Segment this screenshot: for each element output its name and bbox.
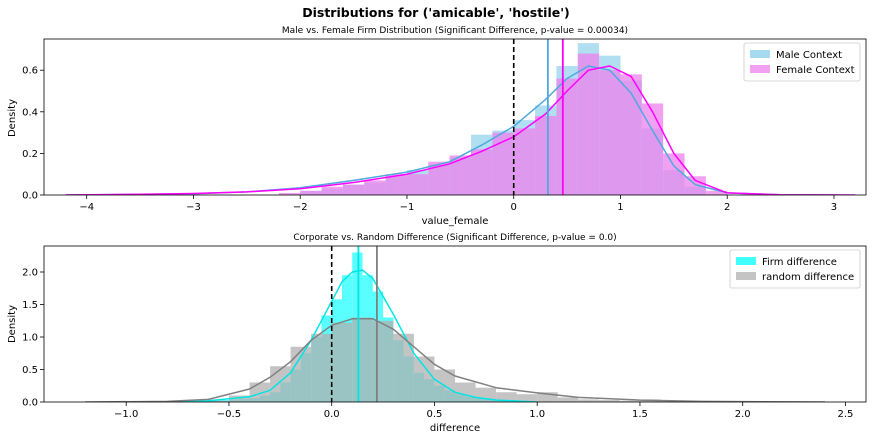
y-tick-label: 1.5 bbox=[22, 300, 38, 311]
histogram-bar-random-difference bbox=[270, 366, 291, 402]
legend-label: random difference bbox=[762, 272, 854, 283]
histogram-bar-random-difference bbox=[496, 392, 517, 402]
histogram-bar-female-context bbox=[406, 174, 429, 195]
histogram-bar-female-context bbox=[321, 186, 343, 195]
histogram-bar-random-difference bbox=[578, 399, 599, 402]
histogram-bar-random-difference bbox=[393, 333, 414, 402]
x-tick-label: 2.5 bbox=[837, 409, 853, 420]
x-tick-label: 2 bbox=[724, 202, 730, 213]
histogram-bar-random-difference bbox=[516, 394, 538, 402]
kde-curve-firm-difference bbox=[167, 269, 538, 402]
chart-panel-bottom: Corporate vs. Random Difference (Signifi… bbox=[7, 233, 867, 434]
histogram-bar-female-context bbox=[492, 132, 514, 195]
x-tick-label: −1 bbox=[400, 202, 415, 213]
y-tick-label: 0.2 bbox=[22, 149, 38, 160]
histogram-bar-random-difference bbox=[598, 400, 620, 402]
y-axis-label-top: Density bbox=[7, 99, 18, 137]
y-axis-label-bottom: Density bbox=[7, 305, 18, 343]
x-tick-label: −0.5 bbox=[217, 409, 241, 420]
histogram-bar-female-context bbox=[364, 180, 386, 195]
histogram-bar-random-difference bbox=[228, 395, 250, 402]
histogram-bar-female-context bbox=[535, 115, 557, 195]
histogram-bar-female-context bbox=[300, 190, 322, 195]
x-tick-label: −1.0 bbox=[114, 409, 138, 420]
x-tick-label: 1.0 bbox=[529, 409, 545, 420]
y-tick-label: 0.6 bbox=[22, 66, 38, 77]
histogram-bar-female-context bbox=[342, 184, 365, 195]
y-tick-label: 0.0 bbox=[22, 191, 38, 202]
kde-curve-female-context bbox=[65, 65, 856, 195]
histogram-bar-female-context bbox=[684, 176, 706, 195]
figure-suptitle: Distributions for ('amicable', 'hostile'… bbox=[302, 5, 570, 20]
histogram-bar-female-context bbox=[599, 70, 621, 195]
histogram-bar-random-difference bbox=[352, 317, 373, 402]
histogram-bar-random-difference bbox=[557, 397, 579, 402]
y-tick-label: 0.4 bbox=[22, 107, 38, 118]
x-tick-label: 0 bbox=[511, 202, 517, 213]
x-tick-label: −3 bbox=[186, 202, 201, 213]
legend-label: Firm difference bbox=[762, 257, 837, 268]
x-tick-label: 3 bbox=[831, 202, 837, 213]
x-tick-label: 1 bbox=[617, 202, 623, 213]
legend-label: Male Context bbox=[776, 50, 842, 61]
histogram-bar-random-difference bbox=[413, 356, 435, 402]
y-tick-label: 1.0 bbox=[22, 333, 38, 344]
plot-area-top: −4 −3 −2 −1 0 1 2 3 0.0 0.2 0.4 0.6 Male Context Fema… bbox=[22, 38, 867, 213]
legend-label: Female Context bbox=[776, 65, 855, 76]
histogram-bar-female-context bbox=[471, 149, 493, 195]
x-tick-label: 1.5 bbox=[632, 409, 648, 420]
histogram-bar-female-context bbox=[449, 155, 472, 195]
histogram-bar-female-context bbox=[641, 103, 664, 195]
histogram-bar-random-difference bbox=[619, 400, 640, 402]
legend-swatch bbox=[736, 272, 756, 280]
plot-area-bottom: −1.0 −0.5 0.0 0.5 1.0 1.5 2.0 2.5 0.0 0.5 1.0 1.5 2.… bbox=[22, 245, 867, 420]
histogram-bar-random-difference bbox=[537, 392, 558, 402]
histogram-bar-female-context bbox=[428, 161, 450, 195]
x-tick-label: 0.0 bbox=[324, 409, 340, 420]
legend-swatch bbox=[736, 257, 756, 265]
histogram-bar-female-context bbox=[385, 174, 407, 195]
histogram-bar-female-context bbox=[663, 153, 685, 195]
x-tick-label: −4 bbox=[79, 202, 94, 213]
chart-panel-top: Male vs. Female Firm Distribution (Signi… bbox=[7, 26, 867, 227]
x-tick-label: 2.0 bbox=[735, 409, 751, 420]
x-tick-label: 0.5 bbox=[426, 409, 442, 420]
y-tick-label: 2.0 bbox=[22, 268, 38, 279]
histogram-bar-random-difference bbox=[249, 382, 271, 402]
histogram-bar-female-context bbox=[513, 128, 536, 195]
x-tick-label: −2 bbox=[293, 202, 308, 213]
kde-curve-random-difference bbox=[85, 318, 825, 402]
histogram-bar-female-context bbox=[620, 74, 642, 195]
chart-title-bottom: Corporate vs. Random Difference (Signifi… bbox=[293, 233, 616, 243]
axes-frame bbox=[43, 245, 867, 403]
legend: Male Context Female Context bbox=[743, 42, 861, 82]
histogram-bar-random-difference bbox=[331, 322, 353, 402]
histogram-bar-female-context bbox=[556, 78, 578, 195]
x-axis-label-bottom: difference bbox=[430, 423, 480, 434]
legend-swatch bbox=[750, 50, 770, 58]
axes-frame bbox=[43, 38, 867, 196]
x-axis-label-top: value_female bbox=[422, 216, 489, 227]
histogram-bar-random-difference bbox=[208, 400, 229, 402]
histogram-bar-random-difference bbox=[290, 346, 312, 402]
legend-swatch bbox=[750, 65, 770, 73]
histogram-bar-random-difference bbox=[455, 382, 476, 402]
histogram-bar-female-context bbox=[577, 53, 600, 195]
histogram-bar-female-context bbox=[278, 192, 301, 195]
histogram-bar-random-difference bbox=[311, 333, 332, 402]
y-tick-label: 0.5 bbox=[22, 365, 38, 376]
legend: Firm difference random difference bbox=[729, 249, 861, 289]
chart-title-top: Male vs. Female Firm Distribution (Signi… bbox=[282, 26, 628, 36]
histogram-bar-random-difference bbox=[372, 320, 394, 402]
y-tick-label: 0.0 bbox=[22, 398, 38, 409]
histogram-bar-female-context bbox=[705, 190, 728, 195]
